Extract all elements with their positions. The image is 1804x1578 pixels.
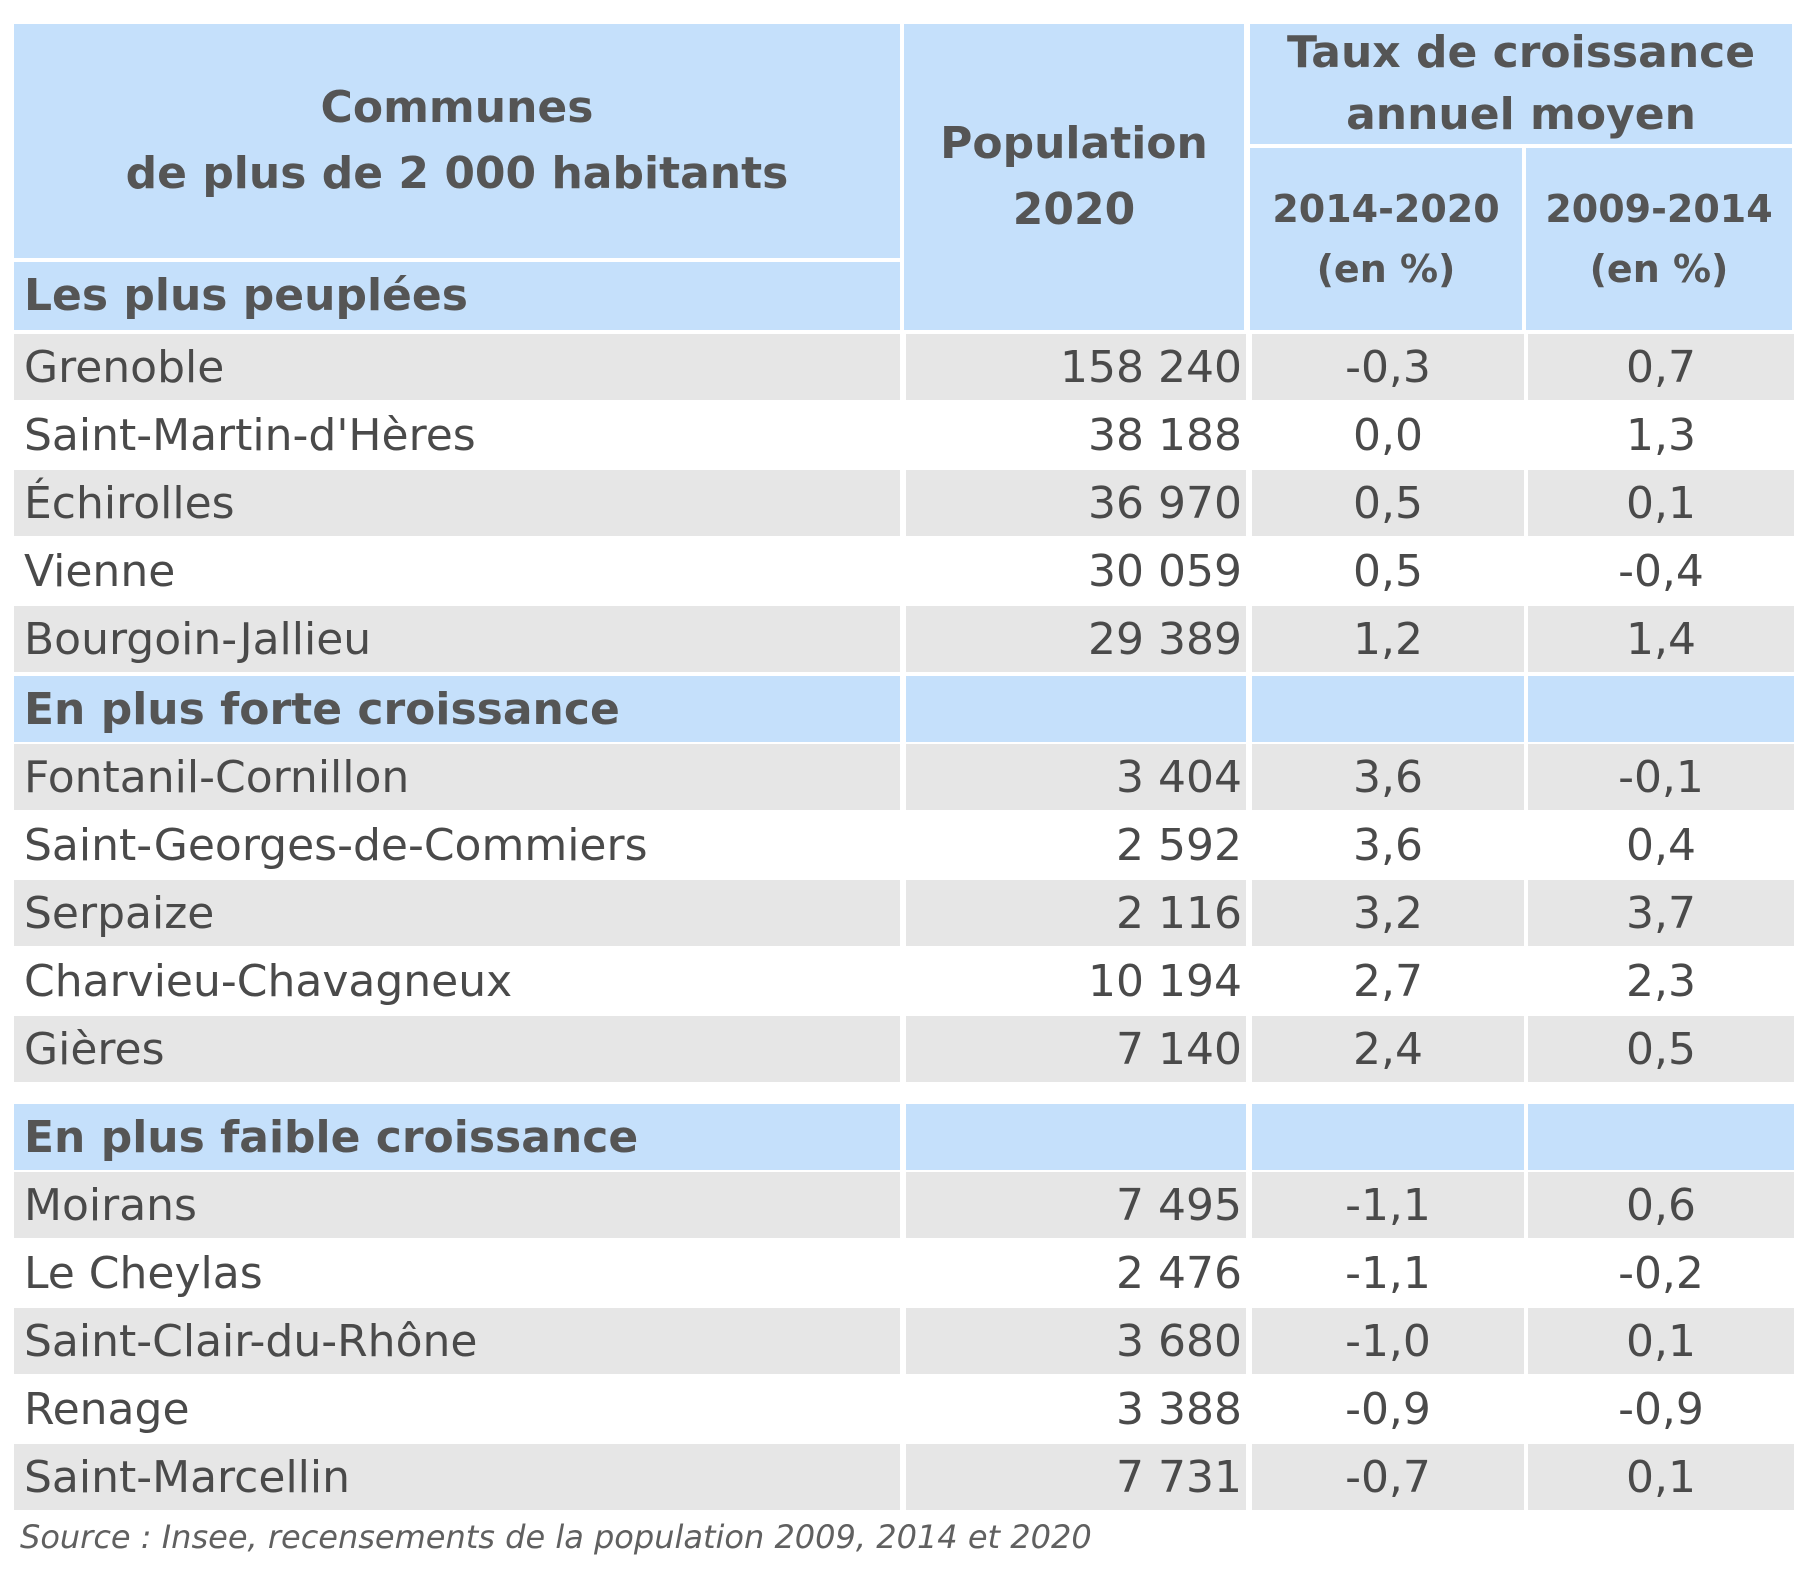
header-rate-2009-2014: 2009-2014 (en %): [1526, 148, 1792, 330]
row-name: Moirans: [14, 1172, 900, 1238]
section-2-pad-pop: [906, 676, 1246, 742]
section-3-pad-rate-a: [1252, 1104, 1524, 1170]
section-title-2: En plus forte croissance: [14, 676, 900, 742]
header-communes: Communes de plus de 2 000 habitants: [14, 24, 900, 258]
row-rate-a: -0,3: [1252, 334, 1524, 400]
header-rate-group-line1: Taux de croissance: [1286, 27, 1756, 78]
header-rate-a-line2: (en %): [1316, 247, 1456, 291]
row-rate-b: 0,1: [1528, 470, 1794, 536]
row-pop: 2 592: [906, 812, 1246, 878]
header-population: Population 2020: [904, 24, 1244, 330]
row-rate-b: 0,7: [1528, 334, 1794, 400]
row-rate-b: -0,2: [1528, 1240, 1794, 1306]
header-communes-line2: de plus de 2 000 habitants: [125, 148, 789, 199]
row-rate-a: 3,6: [1252, 744, 1524, 810]
row-name: Renage: [14, 1376, 900, 1442]
header-population-line2: 2020: [1012, 184, 1136, 235]
row-pop: 36 970: [906, 470, 1246, 536]
row-rate-a: 2,7: [1252, 948, 1524, 1014]
row-pop: 158 240: [906, 334, 1246, 400]
header-communes-line1: Communes: [320, 82, 594, 133]
row-pop: 29 389: [906, 606, 1246, 672]
header-rate-2014-2020: 2014-2020 (en %): [1250, 148, 1522, 330]
row-rate-a: -0,9: [1252, 1376, 1524, 1442]
section-title-1: Les plus peuplées: [14, 262, 900, 330]
row-rate-a: 0,0: [1252, 402, 1524, 468]
header-population-line1: Population: [940, 118, 1208, 169]
header-rate-b-line2: (en %): [1589, 247, 1729, 291]
section-3-pad-rate-b: [1528, 1104, 1794, 1170]
row-rate-b: 0,4: [1528, 812, 1794, 878]
section-3-pad-pop: [906, 1104, 1246, 1170]
row-rate-a: 3,2: [1252, 880, 1524, 946]
row-rate-a: -1,0: [1252, 1308, 1524, 1374]
row-rate-b: 2,3: [1528, 948, 1794, 1014]
row-rate-a: 1,2: [1252, 606, 1524, 672]
row-pop: 2 116: [906, 880, 1246, 946]
row-pop: 3 680: [906, 1308, 1246, 1374]
row-name: Gières: [14, 1016, 900, 1082]
section-title-3: En plus faible croissance: [14, 1104, 900, 1170]
row-rate-a: 0,5: [1252, 538, 1524, 604]
row-rate-b: 1,3: [1528, 402, 1794, 468]
row-rate-a: -1,1: [1252, 1240, 1524, 1306]
row-rate-b: 3,7: [1528, 880, 1794, 946]
row-rate-b: 0,6: [1528, 1172, 1794, 1238]
row-name: Le Cheylas: [14, 1240, 900, 1306]
row-rate-b: 1,4: [1528, 606, 1794, 672]
row-pop: 2 476: [906, 1240, 1246, 1306]
row-name: Serpaize: [14, 880, 900, 946]
row-pop: 3 404: [906, 744, 1246, 810]
row-pop: 7 495: [906, 1172, 1246, 1238]
row-rate-b: 0,1: [1528, 1308, 1794, 1374]
row-pop: 30 059: [906, 538, 1246, 604]
row-rate-b: -0,9: [1528, 1376, 1794, 1442]
header-rate-a-line1: 2014-2020: [1272, 187, 1500, 231]
row-rate-a: -1,1: [1252, 1172, 1524, 1238]
source-note: Source : Insee, recensements de la popul…: [20, 1518, 1092, 1556]
row-name: Saint-Clair-du-Rhône: [14, 1308, 900, 1374]
row-name: Charvieu-Chavagneux: [14, 948, 900, 1014]
section-2-pad-rate-b: [1528, 676, 1794, 742]
row-rate-b: 0,5: [1528, 1016, 1794, 1082]
row-rate-a: -0,7: [1252, 1444, 1524, 1510]
row-name: Grenoble: [14, 334, 900, 400]
row-pop: 38 188: [906, 402, 1246, 468]
header-rate-group: Taux de croissance annuel moyen: [1250, 24, 1792, 144]
row-name: Fontanil-Cornillon: [14, 744, 900, 810]
row-name: Saint-Martin-d'Hères: [14, 402, 900, 468]
row-pop: 3 388: [906, 1376, 1246, 1442]
row-name: Échirolles: [14, 470, 900, 536]
row-name: Bourgoin-Jallieu: [14, 606, 900, 672]
row-rate-b: -0,1: [1528, 744, 1794, 810]
row-rate-b: 0,1: [1528, 1444, 1794, 1510]
row-rate-b: -0,4: [1528, 538, 1794, 604]
header-rate-group-line2: annuel moyen: [1346, 89, 1696, 140]
header-rate-b-line1: 2009-2014: [1545, 187, 1773, 231]
row-name: Vienne: [14, 538, 900, 604]
row-pop: 10 194: [906, 948, 1246, 1014]
row-pop: 7 731: [906, 1444, 1246, 1510]
row-name: Saint-Georges-de-Commiers: [14, 812, 900, 878]
row-rate-a: 3,6: [1252, 812, 1524, 878]
row-rate-a: 0,5: [1252, 470, 1524, 536]
row-name: Saint-Marcellin: [14, 1444, 900, 1510]
row-pop: 7 140: [906, 1016, 1246, 1082]
row-rate-a: 2,4: [1252, 1016, 1524, 1082]
section-2-pad-rate-a: [1252, 676, 1524, 742]
